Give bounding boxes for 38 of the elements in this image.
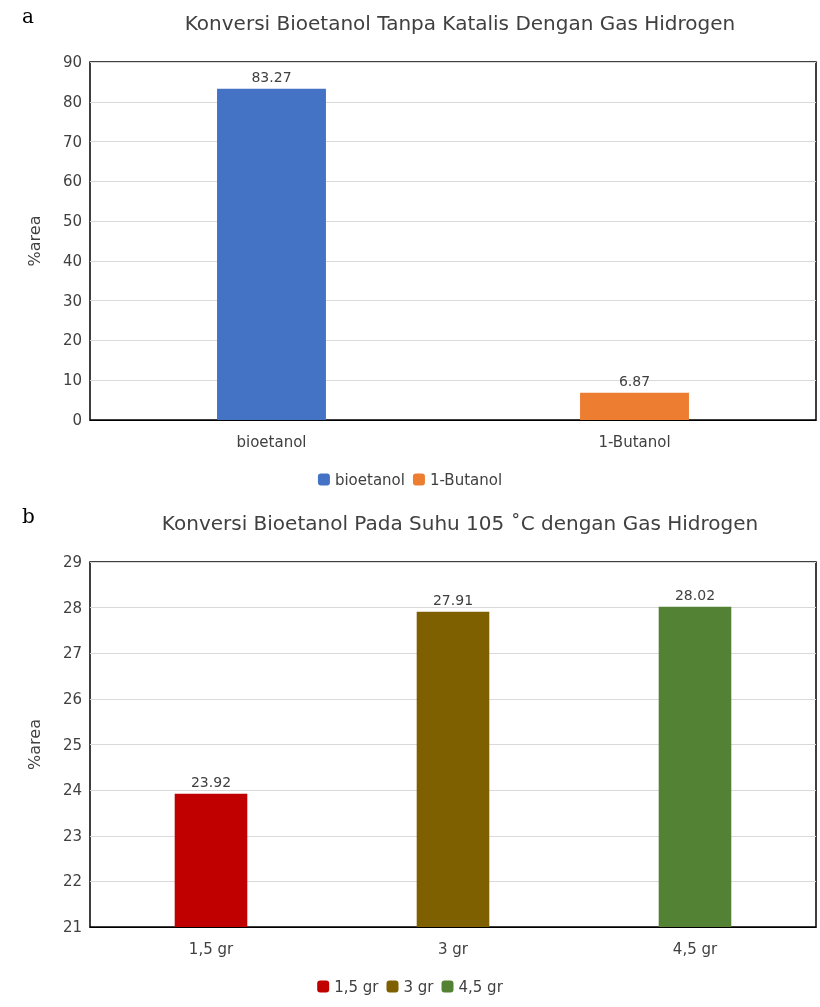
y-tick-label: 21 [62, 918, 82, 936]
y-tick-label: 60 [62, 172, 82, 191]
y-tick-label: 25 [62, 735, 82, 754]
text: b [22, 504, 35, 528]
legend-label: 1-Butanol [429, 470, 503, 489]
x-tick-label: 4,5 gr [672, 939, 718, 958]
data-label: 27.91 [432, 591, 474, 608]
y-tick-label: 70 [62, 132, 82, 151]
y-axis-title: %area [24, 215, 44, 267]
x-tick-label: 1,5 gr [188, 939, 234, 958]
y-tick-label: 0 [72, 411, 82, 429]
y-tick-label: 80 [62, 92, 82, 111]
y-tick-label: 10 [62, 371, 82, 390]
data-label: 28.02 [674, 586, 716, 603]
y-tick-label: 28 [62, 598, 82, 617]
x-tick-label: 3 gr [438, 939, 469, 958]
y-tick-label: 30 [62, 291, 82, 310]
data-label: 23.92 [190, 773, 232, 790]
y-tick-label: 29 [62, 553, 82, 571]
legend-label: bioetanol [334, 470, 405, 489]
y-tick-label: 90 [62, 53, 82, 71]
y-tick-label: 50 [62, 212, 82, 231]
y-tick-label: 27 [62, 644, 82, 663]
legend-label: 1,5 gr [334, 977, 380, 996]
data-label: 83.27 [251, 68, 292, 85]
text: a [22, 4, 34, 28]
y-tick-label: 23 [62, 826, 82, 845]
y-tick-label: 40 [62, 251, 82, 270]
y-axis-title: %area [24, 719, 44, 770]
data-label: 6.87 [618, 372, 651, 389]
legend-label: 4,5 gr [458, 977, 504, 996]
y-tick-label: 20 [62, 331, 82, 350]
y-tick-label: 26 [62, 689, 82, 708]
y-tick-label: 22 [62, 872, 82, 891]
legend-label: 3 gr [403, 977, 435, 996]
y-tick-label: 24 [62, 781, 82, 800]
chart-title: Konversi Bioetanol Pada Suhu 105 ˚C dengan Gas Hidrogen [161, 511, 759, 535]
chart-title: Konversi Bioetanol Tanpa Katalis Dengan Gas Hidrogen [184, 11, 736, 35]
